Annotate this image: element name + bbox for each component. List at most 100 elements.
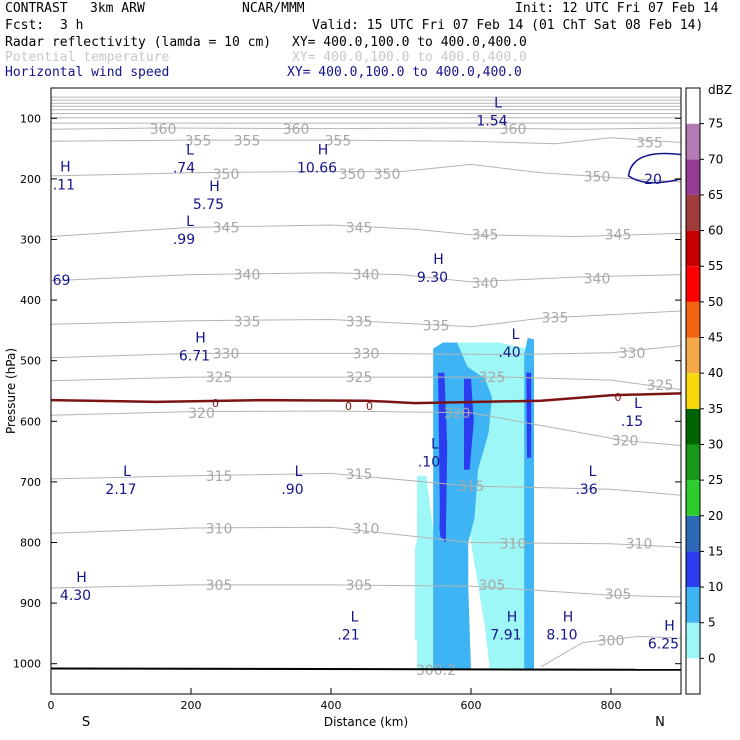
colorbar-swatch	[686, 480, 700, 516]
field-theta-name: Potential temperature	[5, 50, 170, 65]
theta-label: 310	[626, 537, 653, 553]
theta-contours: 360 355 355 360 355 360 355 350 350 350 350 345 345 3…	[51, 96, 681, 679]
colorbar-level-label: 60	[708, 224, 723, 238]
field-wind-name: Horizontal wind speed	[5, 65, 170, 80]
colorbar-swatch	[686, 515, 700, 552]
theta-label: 335	[542, 311, 569, 327]
y-tick-label: 800	[20, 537, 41, 550]
wind-extremum-value: 5.75	[193, 197, 224, 213]
x-tick-label: 600	[461, 699, 482, 712]
colorbar-frame	[685, 87, 701, 695]
theta-label: 335	[234, 314, 261, 330]
header-program: CONTRAST	[5, 1, 68, 16]
theta-label: 340	[234, 268, 261, 284]
theta-contour-10	[51, 163, 681, 183]
theta-label: 350	[374, 167, 401, 183]
wind-contour-20	[627, 152, 681, 184]
header-init: Init: 12 UTC Fri 07 Feb 14	[515, 1, 719, 16]
theta-label: 315	[206, 469, 233, 485]
wind-extremum-value: .36	[575, 482, 597, 498]
header-fcst-value: 3 h	[60, 18, 84, 33]
theta-label: 325	[647, 378, 674, 394]
header-model: 3km ARW	[90, 1, 145, 16]
wind-extremum-value: 4.30	[60, 588, 91, 604]
theta-label: 360	[283, 122, 310, 138]
ground-line	[51, 667, 681, 671]
x-tick-label: 800	[601, 699, 622, 712]
field-reflectivity-name: Radar reflectivity (lamda = 10 cm)	[5, 35, 272, 50]
theta-label: 350	[339, 167, 366, 183]
theta-contour-16	[51, 410, 681, 446]
theta-contour-9	[51, 137, 681, 145]
theta-contour-19	[51, 584, 681, 598]
theta-label: 345	[472, 228, 499, 244]
wind-extremum-kind: L	[295, 464, 303, 480]
theta-label: 340	[353, 268, 380, 284]
colorbar-level-label: 15	[708, 544, 723, 558]
y-tick-label: 1000	[13, 658, 41, 671]
wind-extremum-value: 10.66	[297, 161, 337, 177]
theta-label: 320	[188, 406, 215, 422]
freezing-label: 0	[615, 391, 622, 404]
x-end-label-south: S	[82, 715, 90, 730]
wind-extremum-value: 9.30	[417, 270, 448, 286]
theta-label: 355	[234, 134, 261, 150]
theta-label: 355	[185, 134, 212, 150]
wind-extremum-kind: L	[123, 464, 131, 480]
x-tick-label: 0	[48, 699, 55, 712]
wind-extremum-value: .74	[173, 161, 195, 177]
theta-contour-18	[51, 526, 681, 548]
colorbar-level-label: 45	[708, 331, 723, 345]
wind-extremum-kind: H	[433, 252, 444, 268]
theta-label: 310	[353, 522, 380, 538]
wind-contour-label: 20	[644, 172, 662, 188]
freezing-label: 0	[366, 400, 373, 413]
colorbar-level-label: 25	[708, 473, 723, 487]
x-end-label-north: N	[655, 715, 665, 730]
colorbar-swatch	[686, 337, 700, 374]
wind-extremum-value: .90	[281, 482, 303, 498]
colorbar-swatch	[686, 88, 700, 124]
wind-extremum-value: .15	[621, 414, 643, 430]
wind-extremum-kind: H	[76, 570, 87, 586]
y-tick-label: 600	[20, 415, 41, 428]
wind-extremum-kind: L	[494, 95, 502, 111]
freezing-label: 0	[345, 400, 352, 413]
x-tick-label: 400	[321, 699, 342, 712]
theta-label: 325	[346, 370, 373, 386]
colorbar-swatch	[686, 266, 700, 302]
theta-label: 350	[584, 169, 611, 185]
refl-15dbz-east	[526, 372, 532, 458]
wind-extremum-value: .10	[418, 455, 440, 471]
colorbar-swatch	[686, 658, 700, 694]
colorbar-title: dBZ	[708, 83, 732, 97]
wind-extremum-kind: L	[186, 143, 194, 159]
theta-label: 300	[598, 634, 625, 650]
wind-extremum-kind: H	[195, 331, 206, 347]
theta-label: 315	[346, 467, 373, 483]
header-org: NCAR/MMM	[242, 1, 305, 16]
theta-label: 335	[423, 319, 450, 335]
header-valid: Valid: 15 UTC Fri 07 Feb 14 (01 ChT Sat …	[312, 18, 704, 33]
theta-label: 355	[325, 134, 352, 150]
wind-extremum-kind: L	[634, 396, 642, 412]
theta-label: 320	[612, 434, 639, 450]
colorbar-level-label: 65	[708, 188, 723, 202]
colorbar-swatch	[686, 444, 700, 481]
y-axis-title: Pressure (hPa)	[4, 348, 18, 434]
wind-extremum-kind: H	[60, 160, 71, 176]
colorbar-level-label: 70	[708, 152, 723, 166]
theta-label: 340	[584, 271, 611, 287]
theta-label: 350	[213, 167, 240, 183]
theta-contour-17	[51, 472, 681, 496]
theta-label: 305	[206, 578, 233, 594]
theta-label: 330	[353, 346, 380, 362]
colorbar-swatch	[686, 230, 700, 267]
wind-extremum-kind: L	[186, 214, 194, 230]
header-fcst-label: Fcst:	[5, 18, 45, 33]
freezing-line	[51, 392, 681, 405]
colorbar-level-label: 50	[708, 295, 723, 309]
theta-label: 310	[500, 537, 527, 553]
colorbar-level-label: 30	[708, 437, 723, 451]
freezing-label: 0	[212, 397, 219, 410]
